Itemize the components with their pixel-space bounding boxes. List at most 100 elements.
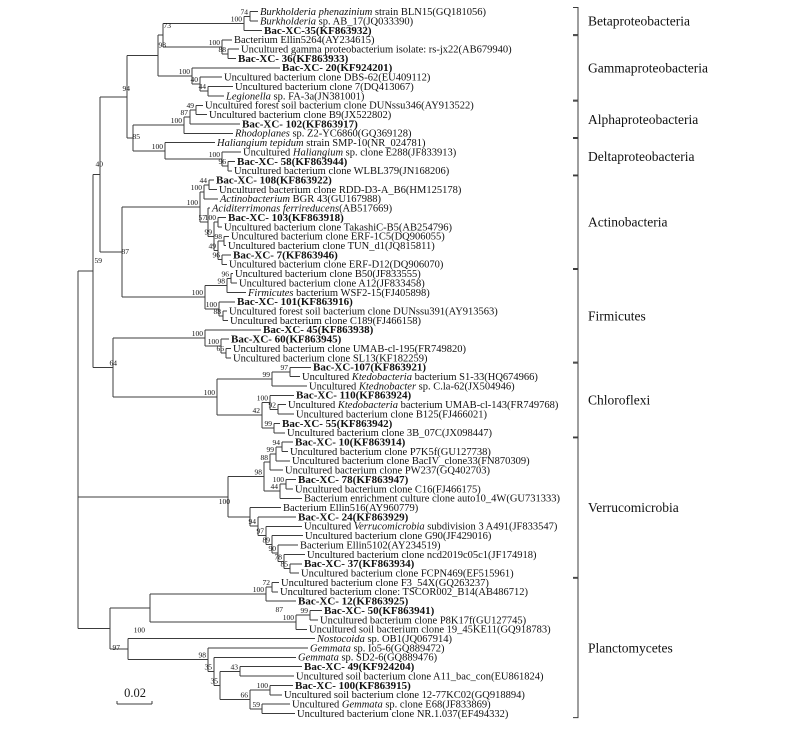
bootstrap-value: 100: [206, 300, 218, 309]
bootstrap-value: 100: [171, 116, 183, 125]
leaf-label: Uncultured bacterium clone A12(JF833458): [239, 278, 425, 289]
leaf-label: Bac-XC- 55(KF863942): [282, 418, 393, 430]
leaf-label: Uncultured gamma proteobacterium isolate…: [241, 45, 512, 56]
clade-bracket: [573, 137, 579, 176]
bootstrap-value: 100: [209, 150, 221, 159]
leaf-label: Uncultured bacterium clone WLBL379(JN168…: [234, 166, 450, 177]
bootstrap-value: 98: [218, 276, 226, 285]
bootstrap-value: 72: [263, 578, 271, 587]
leaf-label: Uncultured bacterium clone FCPN469(EF515…: [301, 569, 514, 580]
bootstrap-value: 42: [253, 406, 261, 415]
clade-label: Actinobacteria: [588, 215, 667, 230]
leaf-label: Rhodoplanes sp. Z2-YC6860(GQ369128): [234, 129, 412, 140]
leaf-label: Bac-XC- 78(KF863947): [298, 474, 409, 486]
leaf-label: Bac-XC- 103(KF863918): [228, 212, 344, 224]
clade-label: Chloroflexi: [588, 393, 650, 408]
leaf-label: Bac-XC- 49(KF924204): [304, 661, 415, 673]
bootstrap-value: 96: [222, 269, 230, 278]
bootstrap-value: 98: [159, 41, 167, 50]
leaf-label: Bacterium Ellin516(AY960779): [283, 503, 419, 514]
bootstrap-value: 99: [301, 606, 309, 615]
leaf-label: Bac-XC- 58(KF863944): [237, 156, 348, 168]
clade-bracket: [573, 7, 579, 36]
leaf-label: Uncultured bacterium clone RDD-D3-A_B6(H…: [219, 185, 462, 196]
leaf-label: Burkholderia phenazinium strain BLN15(GQ…: [260, 7, 487, 18]
leaf-label: Bac-XC- 50(KF863941): [324, 605, 435, 617]
leaf-label: Bacterium Ellin5264(AY234615): [234, 35, 375, 46]
leaf-label: Legionella sp. FA-3a(JN381001): [225, 91, 365, 102]
bootstrap-value: 100: [208, 337, 220, 346]
bootstrap-value: 44: [200, 176, 208, 185]
leaf-label: Uncultured bacterium clone PW237(GQ40270…: [285, 466, 490, 477]
leaf-label: Uncultured bacterium clone B9(JX522802): [209, 110, 392, 121]
leaf-label: Aciditerrimonas ferrireducens(AB517669): [211, 204, 393, 215]
leaf-label: Bac-XC- 12(KF863925): [298, 596, 409, 608]
clade-bracket: [573, 35, 579, 101]
leaf-label: Bacterium Ellin5102(AY234519): [300, 540, 441, 551]
clade-bracket: [573, 362, 579, 438]
bootstrap-value: 99: [267, 445, 275, 454]
leaf-label: Uncultured bacterium clone UMAB-cl-195(F…: [233, 344, 466, 355]
bootstrap-value: 87: [122, 247, 130, 256]
bootstrap-value: 59: [253, 700, 261, 709]
leaf-label: Uncultured Ktedobacteria bacterium S1-33…: [302, 372, 538, 383]
bootstrap-value: 40: [96, 159, 104, 168]
bootstrap-value: 98: [255, 468, 263, 477]
leaf-label: Nostocoida sp. OB1(JQ067914): [316, 634, 453, 645]
bootstrap-value: 94: [249, 517, 257, 526]
leaf-label: Uncultured bacterium clone SL13(KF182259…: [233, 353, 428, 364]
leaf-label: Uncultured bacterium clone B50(JF833555): [235, 269, 421, 280]
leaf-label: Uncultured soil bacterium clone 19_45KE1…: [309, 625, 551, 636]
bootstrap-value: 94: [123, 84, 131, 93]
bootstrap-value: 85: [133, 132, 141, 141]
clade-bracket: [573, 437, 579, 578]
leaf-label: Uncultured Verrucomicrobia subdivision 3…: [304, 522, 558, 533]
leaf-label: Gemmata sp. SD2-6(GQ889476): [298, 653, 438, 664]
bootstrap-value: 100: [192, 329, 204, 338]
clade-label: Betaproteobacteria: [588, 14, 690, 29]
bootstrap-value: 97: [281, 363, 289, 372]
bootstrap-value: 99: [265, 419, 273, 428]
leaf-label: Uncultured bacterium clone NR.1.037(EF49…: [297, 709, 509, 720]
bootstrap-value: 100: [257, 393, 269, 402]
leaf-label: Bac-XC-107(KF863921): [313, 362, 426, 374]
bootstrap-value: 100: [257, 681, 269, 690]
clade-label: Deltaproteobacteria: [588, 149, 694, 164]
leaf-label: Firmicutes bacterium WSF2-15(FJ405898): [247, 288, 430, 299]
bootstrap-value: 100: [192, 288, 204, 297]
bootstrap-value: 88: [261, 453, 269, 462]
clade-label: Gammaproteobacteria: [588, 60, 708, 75]
clade-bracket: [573, 577, 579, 719]
leaf-label: Uncultured bacterium clone ERF-1C5(DQ906…: [231, 232, 445, 243]
leaf-label: Uncultured bacterium clone BacIV_clone33…: [292, 456, 530, 467]
bootstrap-value: 100: [283, 613, 295, 622]
clade-bracket: [573, 268, 579, 363]
leaf-label: Uncultured bacterium clone: TSCOR002_B14…: [280, 587, 528, 598]
leaf-label: Uncultured bacterium clone C16(FJ466175): [295, 484, 481, 495]
scale-bar-label: 0.02: [124, 686, 146, 700]
clade-bracket: [573, 175, 579, 270]
leaf-label: Uncultured bacterium clone TUN_d1(JQ8158…: [228, 241, 435, 252]
bootstrap-value: 100: [219, 497, 231, 506]
leaf-label: Bac-XC- 37(KF863934): [304, 558, 415, 570]
bootstrap-value: 100: [273, 475, 285, 484]
bootstrap-value: 100: [179, 67, 191, 76]
bootstrap-value: 44: [199, 82, 207, 91]
leaf-label: Uncultured bacterium clone C189(FJ466158…: [230, 316, 422, 327]
bootstrap-value: 40: [191, 75, 199, 84]
bootstrap-value: 64: [110, 359, 118, 368]
leaf-label: Bac-XC- 102(KF863917): [242, 118, 358, 130]
clade-label: Firmicutes: [588, 308, 646, 323]
leaf-label: Uncultured bacterium clone TakashiC-B5(A…: [224, 222, 452, 233]
bootstrap-value: 100: [231, 14, 243, 23]
bootstrap-value: 44: [271, 482, 279, 491]
leaf-label: Uncultured bacterium clone F3_54X(GQ2632…: [281, 578, 489, 589]
bootstrap-value: 92: [269, 400, 277, 409]
bootstrap-value: 43: [231, 662, 239, 671]
leaf-label: Uncultured bacterium clone P7K5f(GU12773…: [290, 447, 491, 458]
leaf-label: Gemmata sp. Io5-6(GQ889472): [310, 643, 445, 654]
bootstrap-value: 97: [257, 526, 265, 535]
bootstrap-value: 73: [164, 21, 172, 30]
leaf-label: Uncultured bacterium clone DBS-62(EU4091…: [224, 73, 431, 84]
